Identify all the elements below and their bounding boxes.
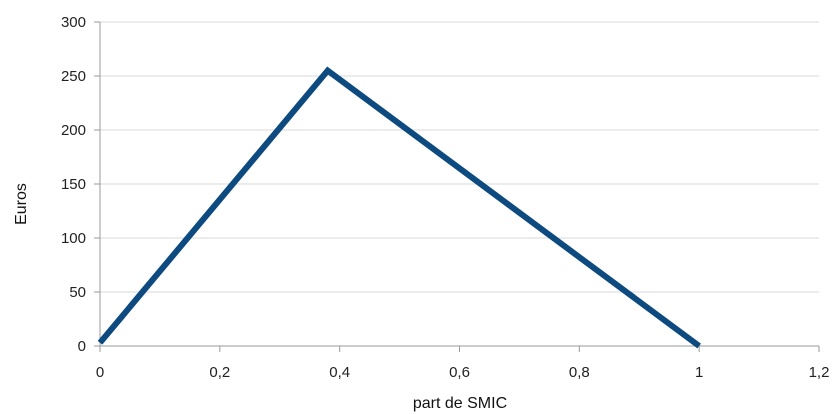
x-tick-labels: 0 0,2 0,4 0,6 0,8 1 1,2 [96, 364, 830, 381]
x-tick-label: 1,2 [809, 364, 830, 381]
y-tick-label: 0 [78, 338, 86, 355]
x-tick-label: 0,4 [329, 364, 350, 381]
y-tick-label: 200 [61, 122, 86, 139]
x-tick-label: 0,2 [209, 364, 230, 381]
gridlines [100, 21, 819, 293]
x-tick-label: 0,8 [569, 364, 590, 381]
y-tick-labels: 0 50 100 150 200 250 300 [61, 14, 86, 355]
x-tick-label: 0,6 [449, 364, 470, 381]
y-tick-label: 300 [61, 14, 86, 31]
y-tick-label: 50 [69, 284, 86, 301]
y-tick-label: 100 [61, 230, 86, 247]
series-line [97, 66, 701, 349]
axes [94, 21, 820, 352]
x-tick-label: 0 [96, 364, 104, 381]
y-tick-label: 250 [61, 68, 86, 85]
x-tick-label: 1 [695, 364, 703, 381]
y-axis-label: Euros [13, 183, 30, 225]
series-layer [97, 66, 701, 349]
y-tick-label: 150 [61, 176, 86, 193]
x-axis-label: part de SMIC [413, 395, 507, 412]
